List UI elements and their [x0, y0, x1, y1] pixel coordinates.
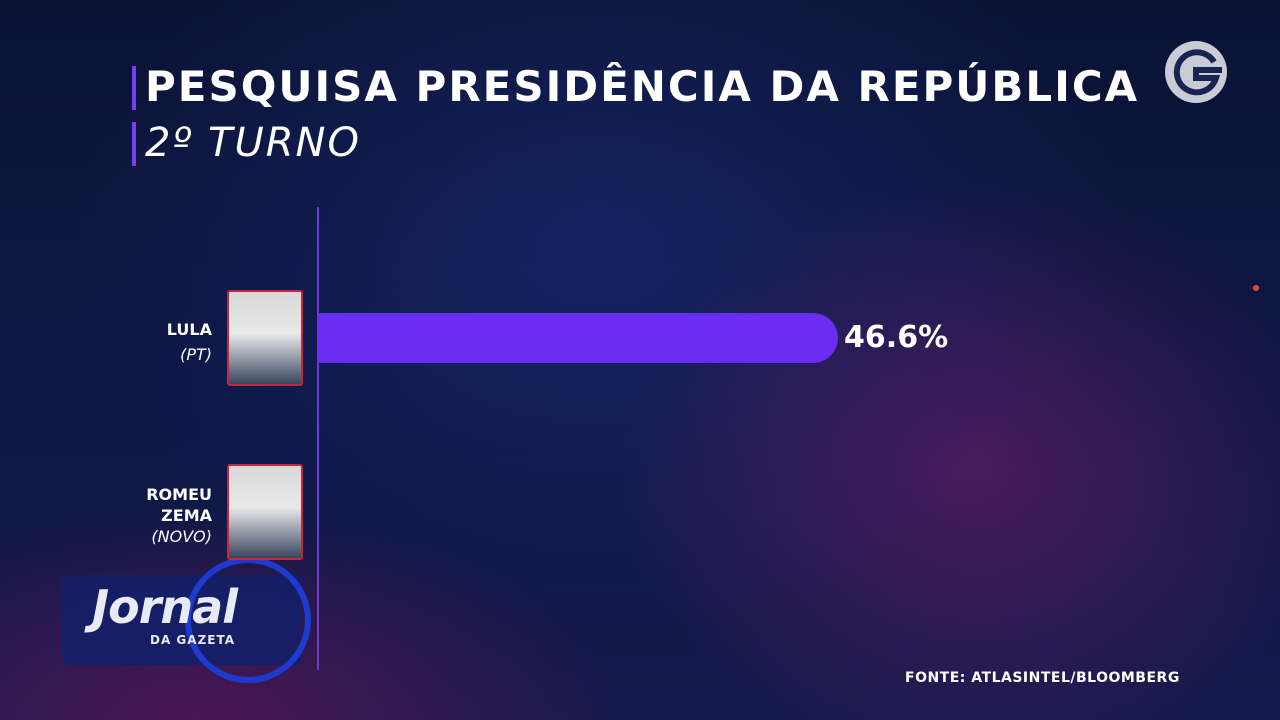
candidate-photo	[227, 464, 303, 560]
show-logo-subtext: DA GAZETA	[150, 633, 236, 647]
channel-logo-g	[1173, 49, 1222, 96]
chart-title: PESQUISA PRESIDÊNCIA DA REPÚBLICA	[145, 62, 1140, 111]
chart-subtitle: 2º TURNO	[145, 120, 361, 166]
value-label: 46.6%	[844, 320, 949, 355]
category-label: LULA	[166, 320, 212, 339]
party-label: (NOVO)	[151, 527, 212, 546]
subtitle-marker	[132, 122, 136, 166]
bar	[318, 313, 839, 363]
candidate-photo	[227, 290, 303, 386]
title-marker	[132, 66, 136, 110]
category-label: ROMEU ZEMA	[146, 485, 212, 525]
source: FONTE: ATLASINTEL/BLOOMBERG	[905, 670, 1180, 686]
show-logo-box	[62, 575, 302, 665]
show-logo-text: Jornal	[92, 580, 238, 634]
party-label: (PT)	[180, 345, 212, 364]
dot	[1253, 285, 1259, 291]
show-logo-ring	[185, 557, 311, 683]
